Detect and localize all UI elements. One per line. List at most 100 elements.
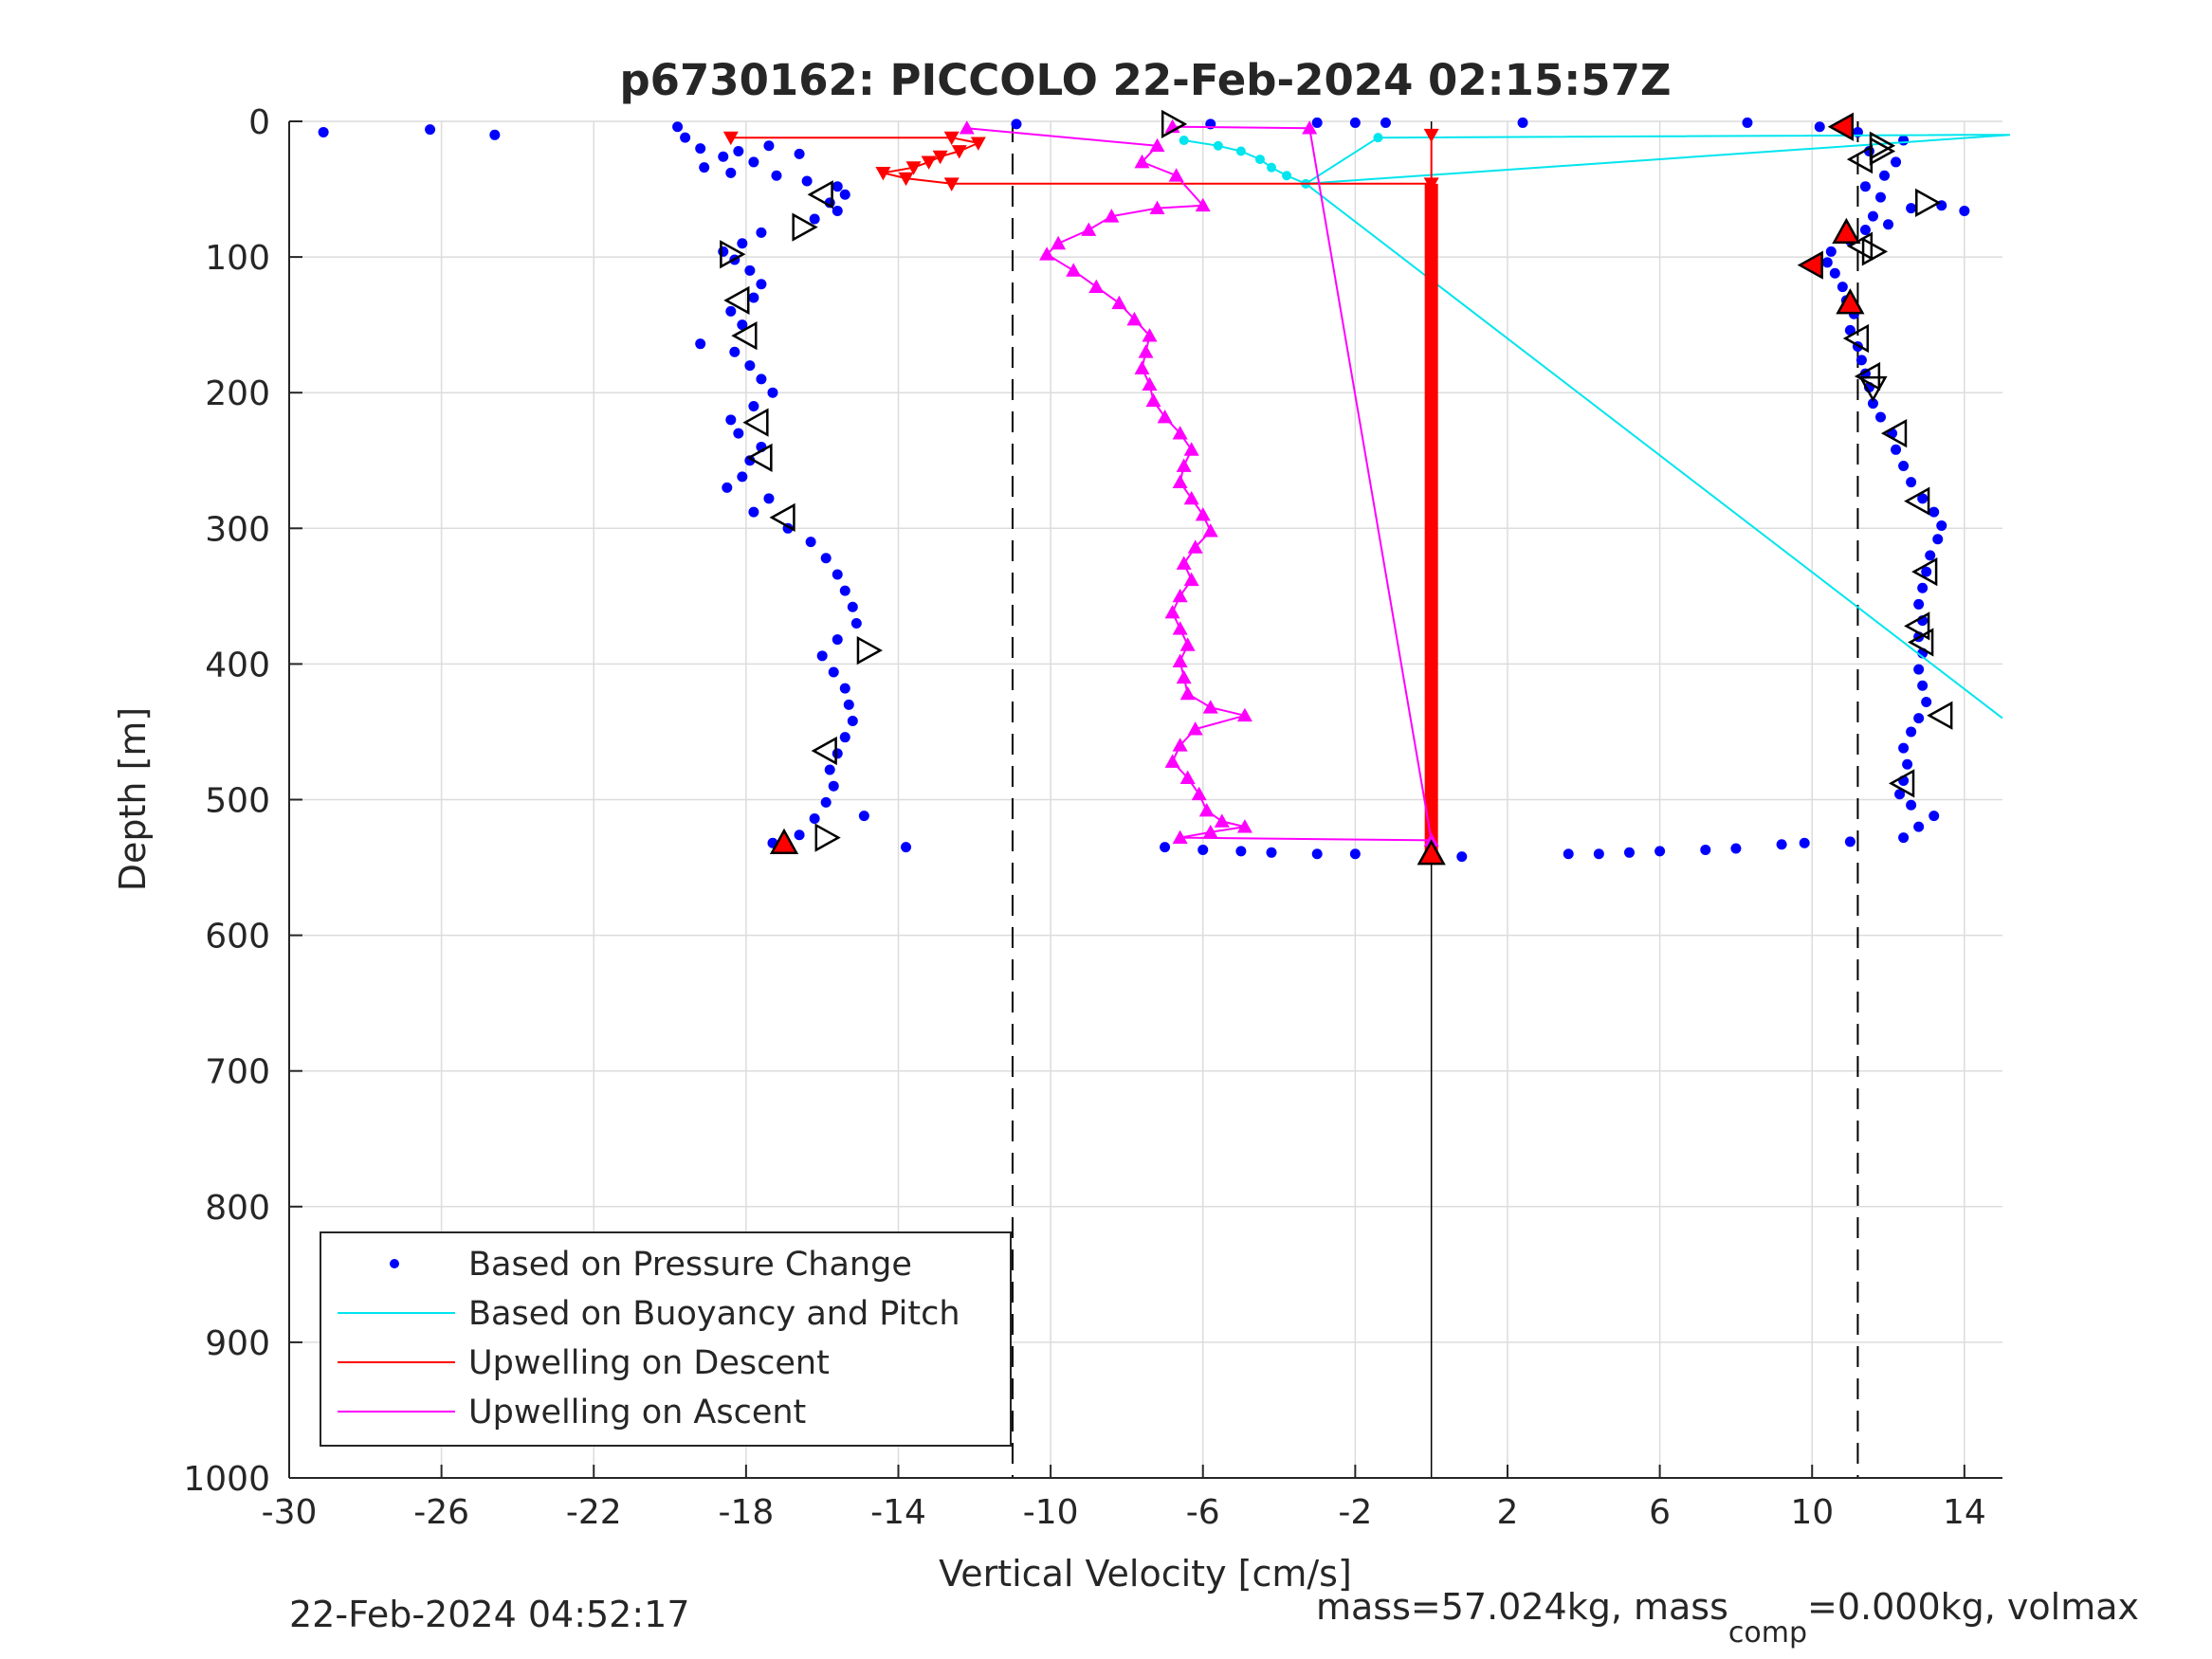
pressure-point <box>763 140 775 152</box>
descent-point <box>943 177 960 191</box>
y-tick-label: 900 <box>205 1324 270 1363</box>
pressure-point <box>801 175 813 187</box>
pressure-point <box>1654 846 1666 857</box>
ascent-point <box>1142 328 1158 342</box>
direction-marker <box>742 408 769 437</box>
pressure-point <box>1917 493 1929 504</box>
pressure-point <box>767 387 778 398</box>
pressure-point <box>1879 170 1891 181</box>
pressure-point <box>489 129 501 140</box>
legend-label: Based on Pressure Change <box>468 1246 912 1284</box>
ascent-point <box>1187 539 1203 554</box>
pressure-point <box>756 374 767 385</box>
ascent-point <box>1145 392 1161 408</box>
pressure-point <box>1266 847 1277 858</box>
buoyancy-point <box>1282 171 1292 181</box>
direction-marker <box>1904 611 1930 641</box>
x-axis-label: Vertical Velocity [cm/s] <box>939 1553 1352 1595</box>
pressure-point <box>1197 844 1209 855</box>
direction-marker <box>1161 109 1188 138</box>
descent-point <box>1423 128 1439 143</box>
ascent-point <box>1176 458 1192 472</box>
pressure-point <box>1929 506 1940 518</box>
direction-marker <box>720 240 746 269</box>
x-tick-label: -14 <box>870 1493 926 1532</box>
pressure-point <box>1936 520 1947 531</box>
pressure-point <box>1814 121 1825 133</box>
pressure-point <box>695 143 706 155</box>
buoyancy-point <box>1254 155 1265 165</box>
pressure-point <box>748 156 759 168</box>
event-marker <box>769 828 799 854</box>
pressure-point <box>725 167 737 178</box>
pressure-point <box>1898 832 1910 844</box>
direction-marker <box>723 285 750 316</box>
pressure-point <box>805 537 816 548</box>
pressure-point <box>733 428 744 439</box>
legend-label: Upwelling on Descent <box>468 1344 830 1382</box>
pressure-point <box>680 132 691 143</box>
pressure-point <box>850 617 862 629</box>
direction-marker <box>856 635 883 665</box>
pressure-point <box>1959 205 1970 216</box>
ascent-point <box>1104 209 1120 223</box>
descent-wall <box>1424 183 1438 854</box>
pressure-point <box>1906 203 1917 214</box>
pressure-point <box>737 238 748 249</box>
pressure-point <box>1917 680 1929 691</box>
ascent-point <box>1172 653 1188 667</box>
pressure-point <box>1867 398 1878 410</box>
pressure-point <box>1593 848 1604 860</box>
ascent-point <box>1183 572 1199 587</box>
pressure-point <box>1906 726 1917 738</box>
pressure-point <box>1867 210 1878 222</box>
x-tick-label: 10 <box>1790 1493 1834 1532</box>
legend: Based on Pressure Change Based on Buoyanc… <box>320 1231 1012 1447</box>
pressure-point <box>1883 219 1894 230</box>
pressure-point <box>832 748 843 759</box>
footer-mass-info: mass=57.024kg, masscomp=0.000kg, volmax <box>1316 1586 2139 1650</box>
ascent-point <box>1172 474 1188 489</box>
pressure-point <box>756 227 767 238</box>
pressure-point <box>1891 444 1902 455</box>
pressure-point <box>1311 848 1323 860</box>
x-tick-label: -2 <box>1338 1493 1372 1532</box>
footer-mass-subscript: comp <box>1728 1616 1807 1650</box>
ascent-point <box>1236 819 1252 833</box>
pressure-point <box>1623 847 1635 858</box>
pressure-point <box>839 585 850 596</box>
footer-mass-suffix: =0.000kg, volmax <box>1807 1586 2139 1628</box>
ascent-point <box>1302 120 1318 135</box>
pressure-point <box>832 181 843 192</box>
pressure-point <box>847 601 858 612</box>
pressure-point <box>1821 257 1833 268</box>
ascent-point <box>1081 222 1097 236</box>
direction-marker <box>1904 486 1930 516</box>
pressure-point <box>763 493 775 504</box>
pressure-point <box>832 205 843 216</box>
ascent-point <box>1134 360 1150 374</box>
pressure-point <box>699 162 710 173</box>
pressure-point <box>1825 246 1837 257</box>
ascent-point <box>1183 442 1199 456</box>
pressure-point <box>1160 842 1171 853</box>
pressure-point <box>744 360 756 372</box>
ascent-point <box>1066 263 1082 277</box>
pressure-point <box>858 811 869 822</box>
ascent-point <box>1157 409 1173 424</box>
pressure-point <box>1898 742 1910 754</box>
ascent-point <box>1172 426 1188 440</box>
direction-marker <box>1846 144 1874 174</box>
ascent-point <box>1202 523 1218 538</box>
ascent-point <box>959 120 975 135</box>
pressure-point <box>425 124 436 136</box>
ascent-point <box>1134 154 1150 169</box>
pressure-point <box>1844 324 1856 336</box>
pressure-point <box>1906 799 1917 811</box>
pressure-point <box>794 830 805 841</box>
pressure-point <box>748 401 759 412</box>
ascent-point <box>1172 621 1188 635</box>
x-tick-label: -10 <box>1023 1493 1079 1532</box>
event-marker <box>1832 217 1861 244</box>
